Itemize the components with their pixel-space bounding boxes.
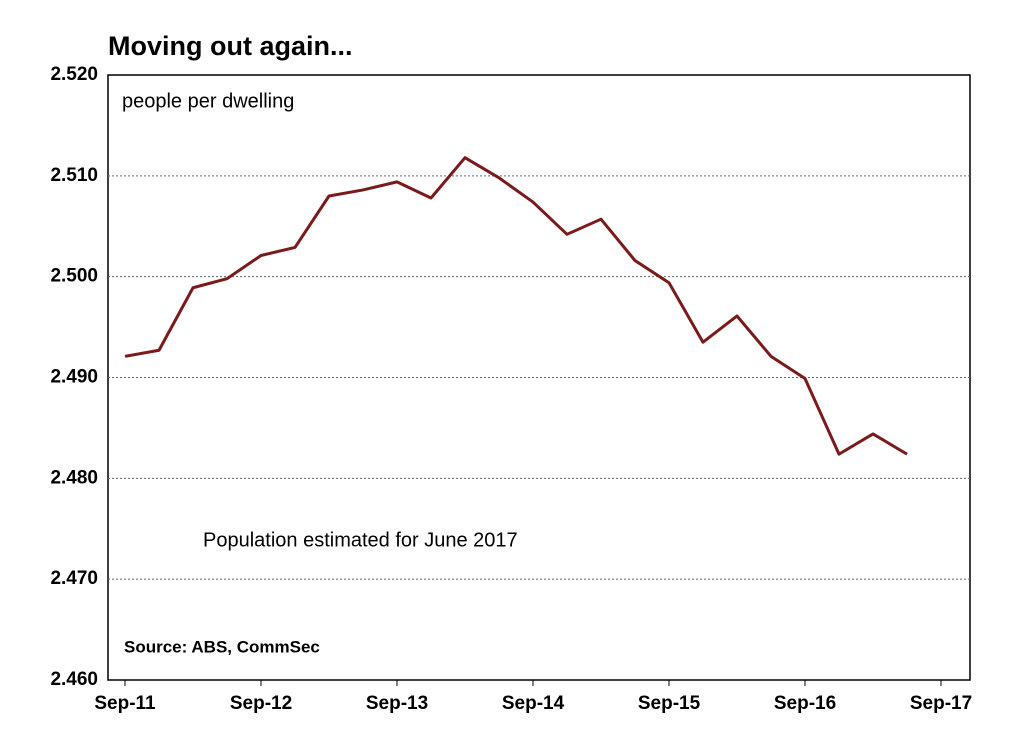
y-tick-label: 2.480 [50, 467, 98, 488]
y-tick-label: 2.510 [50, 165, 98, 186]
annotation: Population estimated for June 2017 [203, 529, 518, 551]
x-tick-label: Sep-16 [774, 693, 836, 714]
x-tick-label: Sep-15 [638, 693, 701, 714]
x-tick-label: Sep-17 [910, 693, 972, 714]
x-tick-label: Sep-14 [502, 693, 565, 714]
x-tick-label: Sep-13 [366, 693, 428, 714]
y-tick-label: 2.470 [50, 568, 98, 589]
annotation: Source: ABS, CommSec [124, 637, 320, 656]
annotation: people per dwelling [122, 90, 294, 112]
y-tick-label: 2.500 [50, 266, 98, 287]
x-tick-label: Sep-11 [94, 693, 156, 714]
chart-title: Moving out again... [108, 31, 353, 61]
x-tick-label: Sep-12 [230, 693, 292, 714]
y-tick-label: 2.490 [50, 367, 98, 388]
y-tick-label: 2.460 [50, 669, 98, 690]
data-line [124, 156, 908, 456]
y-tick-label: 2.520 [50, 64, 98, 85]
